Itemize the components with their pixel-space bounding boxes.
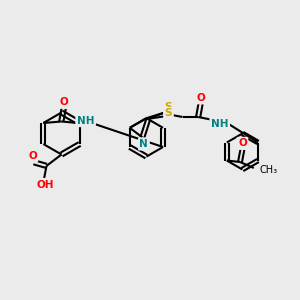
Text: N: N — [140, 139, 148, 149]
Text: O: O — [196, 93, 205, 103]
Text: O: O — [59, 97, 68, 107]
Text: OH: OH — [37, 179, 54, 190]
Text: S: S — [165, 108, 172, 118]
Text: NH: NH — [211, 118, 229, 129]
Text: NH: NH — [77, 116, 94, 126]
Text: S: S — [165, 102, 172, 112]
Text: O: O — [28, 151, 37, 161]
Text: O: O — [238, 138, 247, 148]
Text: CH₃: CH₃ — [260, 165, 278, 175]
